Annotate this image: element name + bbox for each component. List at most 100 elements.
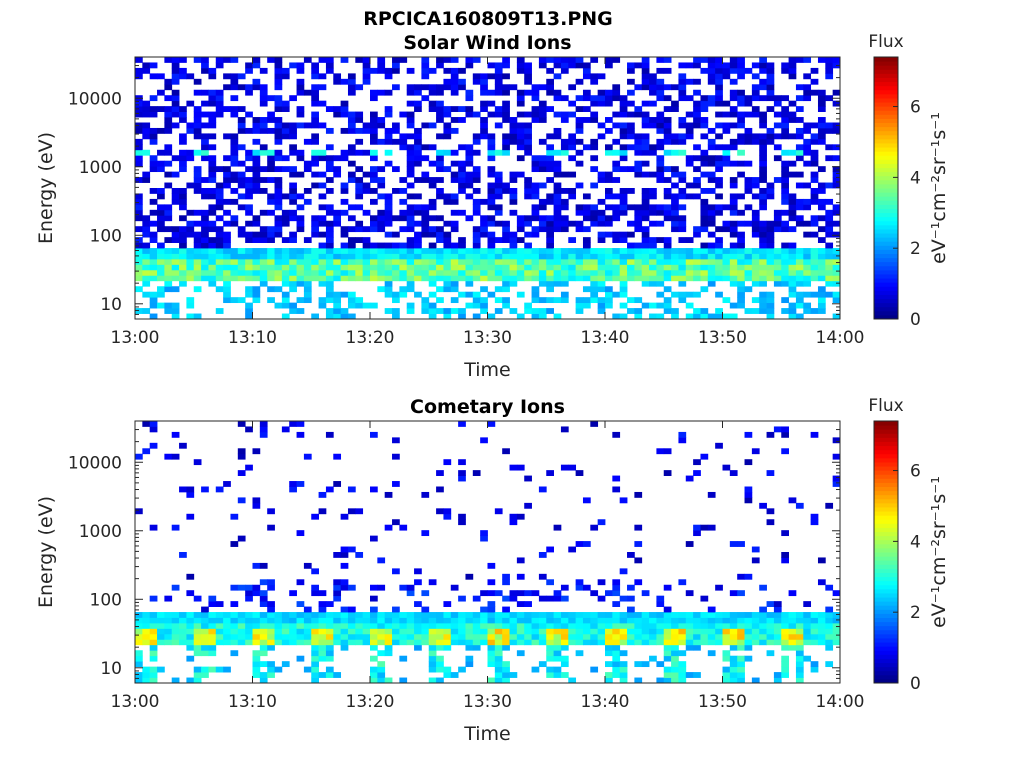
spectrogram-cell [164, 633, 173, 640]
spectrogram-cell [582, 242, 591, 249]
spectrogram-cell [781, 171, 789, 178]
colorbar-step [874, 552, 898, 557]
spectrogram-cell [597, 209, 606, 216]
spectrogram-cell [142, 677, 151, 684]
spectrogram-cell [707, 491, 716, 498]
spectrogram-cell [377, 269, 386, 276]
spectrogram-cell [671, 650, 679, 657]
spectrogram-cell [142, 617, 151, 624]
spectrogram-cell [303, 666, 312, 673]
spectrogram-cell [759, 617, 767, 624]
spectrogram-cell [590, 144, 599, 151]
spectrogram-cell [531, 666, 540, 673]
spectrogram-cell [612, 138, 621, 145]
spectrogram-cell [480, 215, 488, 222]
spectrogram-cell [803, 231, 812, 238]
spectrogram-cell [480, 617, 488, 624]
spectrogram-cell [759, 237, 767, 243]
spectrogram-cell [759, 258, 767, 265]
spectrogram-cell [274, 193, 283, 200]
spectrogram-cell [392, 253, 400, 260]
spectrogram-cell [612, 248, 621, 254]
spectrogram-cell [179, 111, 187, 118]
colorbar-step [874, 167, 898, 173]
spectrogram-cell [494, 617, 503, 624]
spectrogram-cell [575, 308, 584, 314]
spectrogram-cell [355, 617, 364, 624]
spectrogram-cell [810, 67, 819, 74]
panel-cometary: 13:00 13:10 13:20 13:30 13:40 13:50 14:0010100… [35, 396, 950, 745]
spectrogram-cell [377, 253, 386, 260]
spectrogram-cell [781, 62, 789, 69]
spectrogram-cell [759, 628, 767, 635]
spectrogram-cell [157, 275, 165, 282]
spectrogram-cell [325, 644, 334, 651]
spectrogram-cell [414, 149, 422, 156]
spectrogram-cell [605, 639, 613, 646]
spectrogram-cell [582, 258, 591, 265]
spectrogram-cell [399, 633, 408, 640]
spectrogram-cell [722, 275, 731, 282]
spectrogram-cell [810, 258, 819, 265]
colorbar-step [874, 89, 898, 95]
spectrogram-cell [303, 280, 312, 287]
spectrogram-cell [803, 617, 812, 624]
spectrogram-cell [149, 313, 158, 320]
spectrogram-cell [685, 275, 694, 282]
spectrogram-cell [186, 622, 195, 629]
spectrogram-cell [627, 78, 635, 85]
spectrogram-cell [575, 633, 584, 640]
spectrogram-cell [729, 541, 738, 547]
spectrogram-cell [223, 133, 231, 140]
spectrogram-cell [744, 177, 753, 183]
spectrogram-cell [671, 215, 679, 222]
spectrogram-cell [355, 84, 364, 91]
spectrogram-cell [810, 198, 819, 205]
spectrogram-cell [421, 530, 430, 537]
spectrogram-cell [627, 188, 635, 194]
spectrogram-cell [597, 275, 606, 282]
spectrogram-cell [590, 269, 599, 276]
spectrogram-cell [355, 253, 364, 260]
spectrogram-cell [230, 177, 239, 183]
spectrogram-cell [230, 297, 239, 304]
spectrogram-cell [641, 622, 650, 629]
spectrogram-cell [325, 106, 334, 112]
spectrogram-cell [149, 442, 158, 449]
spectrogram-cell [186, 644, 195, 651]
spectrogram-cell [384, 89, 393, 96]
spectrogram-cell [215, 253, 224, 260]
spectrogram-cell [237, 182, 246, 189]
colorbar-step [874, 122, 898, 128]
spectrogram-cell [458, 182, 466, 189]
spectrogram-cell [627, 242, 635, 249]
spectrogram-cell [245, 84, 253, 91]
spectrogram-cell [259, 562, 268, 569]
spectrogram-cell [377, 57, 386, 63]
spectrogram-cell [619, 237, 628, 243]
spectrogram-cell [252, 84, 261, 91]
spectrogram-cell [201, 264, 209, 271]
spectrogram-cell [538, 100, 547, 107]
spectrogram-cell [399, 584, 408, 591]
spectrogram-cell [700, 286, 709, 293]
spectrogram-cell [281, 100, 290, 107]
spectrogram-cell [656, 122, 665, 129]
spectrogram-cell [795, 291, 804, 298]
spectrogram-cell [707, 313, 716, 320]
spectrogram-cell [509, 138, 518, 145]
spectrogram-cell [605, 149, 613, 156]
spectrogram-cell [605, 193, 613, 200]
spectrogram-cell [788, 198, 797, 205]
spectrogram-cell [656, 269, 665, 276]
spectrogram-cell [179, 258, 187, 265]
spectrogram-cell [825, 264, 834, 271]
spectrogram-cell [230, 160, 239, 167]
spectrogram-cell [325, 160, 334, 167]
spectrogram-cell [333, 313, 342, 320]
spectrogram-cell [289, 248, 297, 254]
spectrogram-cell [399, 622, 408, 629]
spectrogram-cell [817, 275, 826, 282]
spectrogram-cell [157, 666, 165, 673]
spectrogram-cell [605, 633, 613, 640]
